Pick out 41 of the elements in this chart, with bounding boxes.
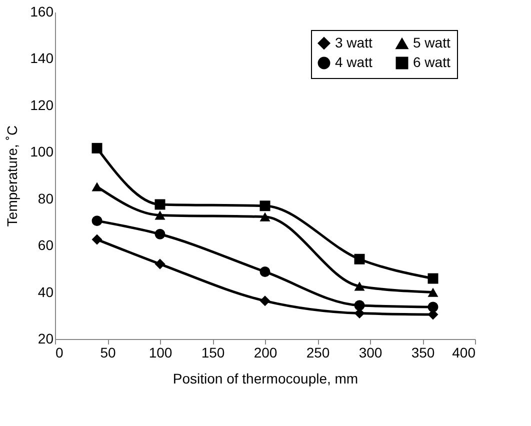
legend-label: 3 watt: [335, 34, 372, 50]
x-tick-label: 250: [306, 344, 330, 360]
y-tick-label: 80: [38, 190, 54, 206]
x-tick-label: 50: [100, 344, 116, 360]
x-tick-label: 300: [358, 344, 382, 360]
point: [92, 182, 102, 192]
point: [260, 212, 270, 222]
y-tick-label: 120: [30, 96, 54, 113]
point: [154, 199, 166, 210]
point: [92, 234, 102, 245]
legend-label: 5 watt: [413, 34, 450, 51]
x-axis-title: Position of thermocouple, mm: [172, 370, 358, 386]
x-tick-label: 400: [452, 344, 476, 360]
y-tick-label: 60: [38, 237, 54, 254]
y-tick-label: 160: [30, 4, 54, 20]
point: [92, 216, 102, 226]
point: [154, 258, 166, 270]
x-tick-label: 0: [56, 344, 64, 360]
point: [260, 266, 270, 277]
x-tick-label: 100: [148, 344, 172, 360]
point: [260, 296, 270, 306]
y-tick-label: 100: [30, 144, 54, 160]
legend-label: 6 watt: [413, 54, 450, 70]
x-tick-label: 150: [201, 344, 225, 360]
y-tick-label: 20: [38, 330, 54, 346]
point: [428, 288, 438, 297]
point: [354, 282, 365, 291]
legend-label: 4 watt: [335, 54, 372, 70]
x-tick-label: 350: [411, 344, 435, 360]
point: [428, 302, 438, 312]
y-tick-label: 40: [38, 284, 54, 300]
point: [154, 210, 166, 220]
point: [92, 142, 102, 154]
y-tick-label: 140: [30, 50, 54, 66]
x-tick-label: 200: [254, 344, 278, 360]
point: [428, 273, 438, 284]
point: [354, 254, 365, 264]
point: [260, 200, 270, 212]
y-axis-title: Temperature, ˚C: [4, 125, 20, 227]
point: [154, 228, 166, 240]
point: [354, 300, 365, 311]
